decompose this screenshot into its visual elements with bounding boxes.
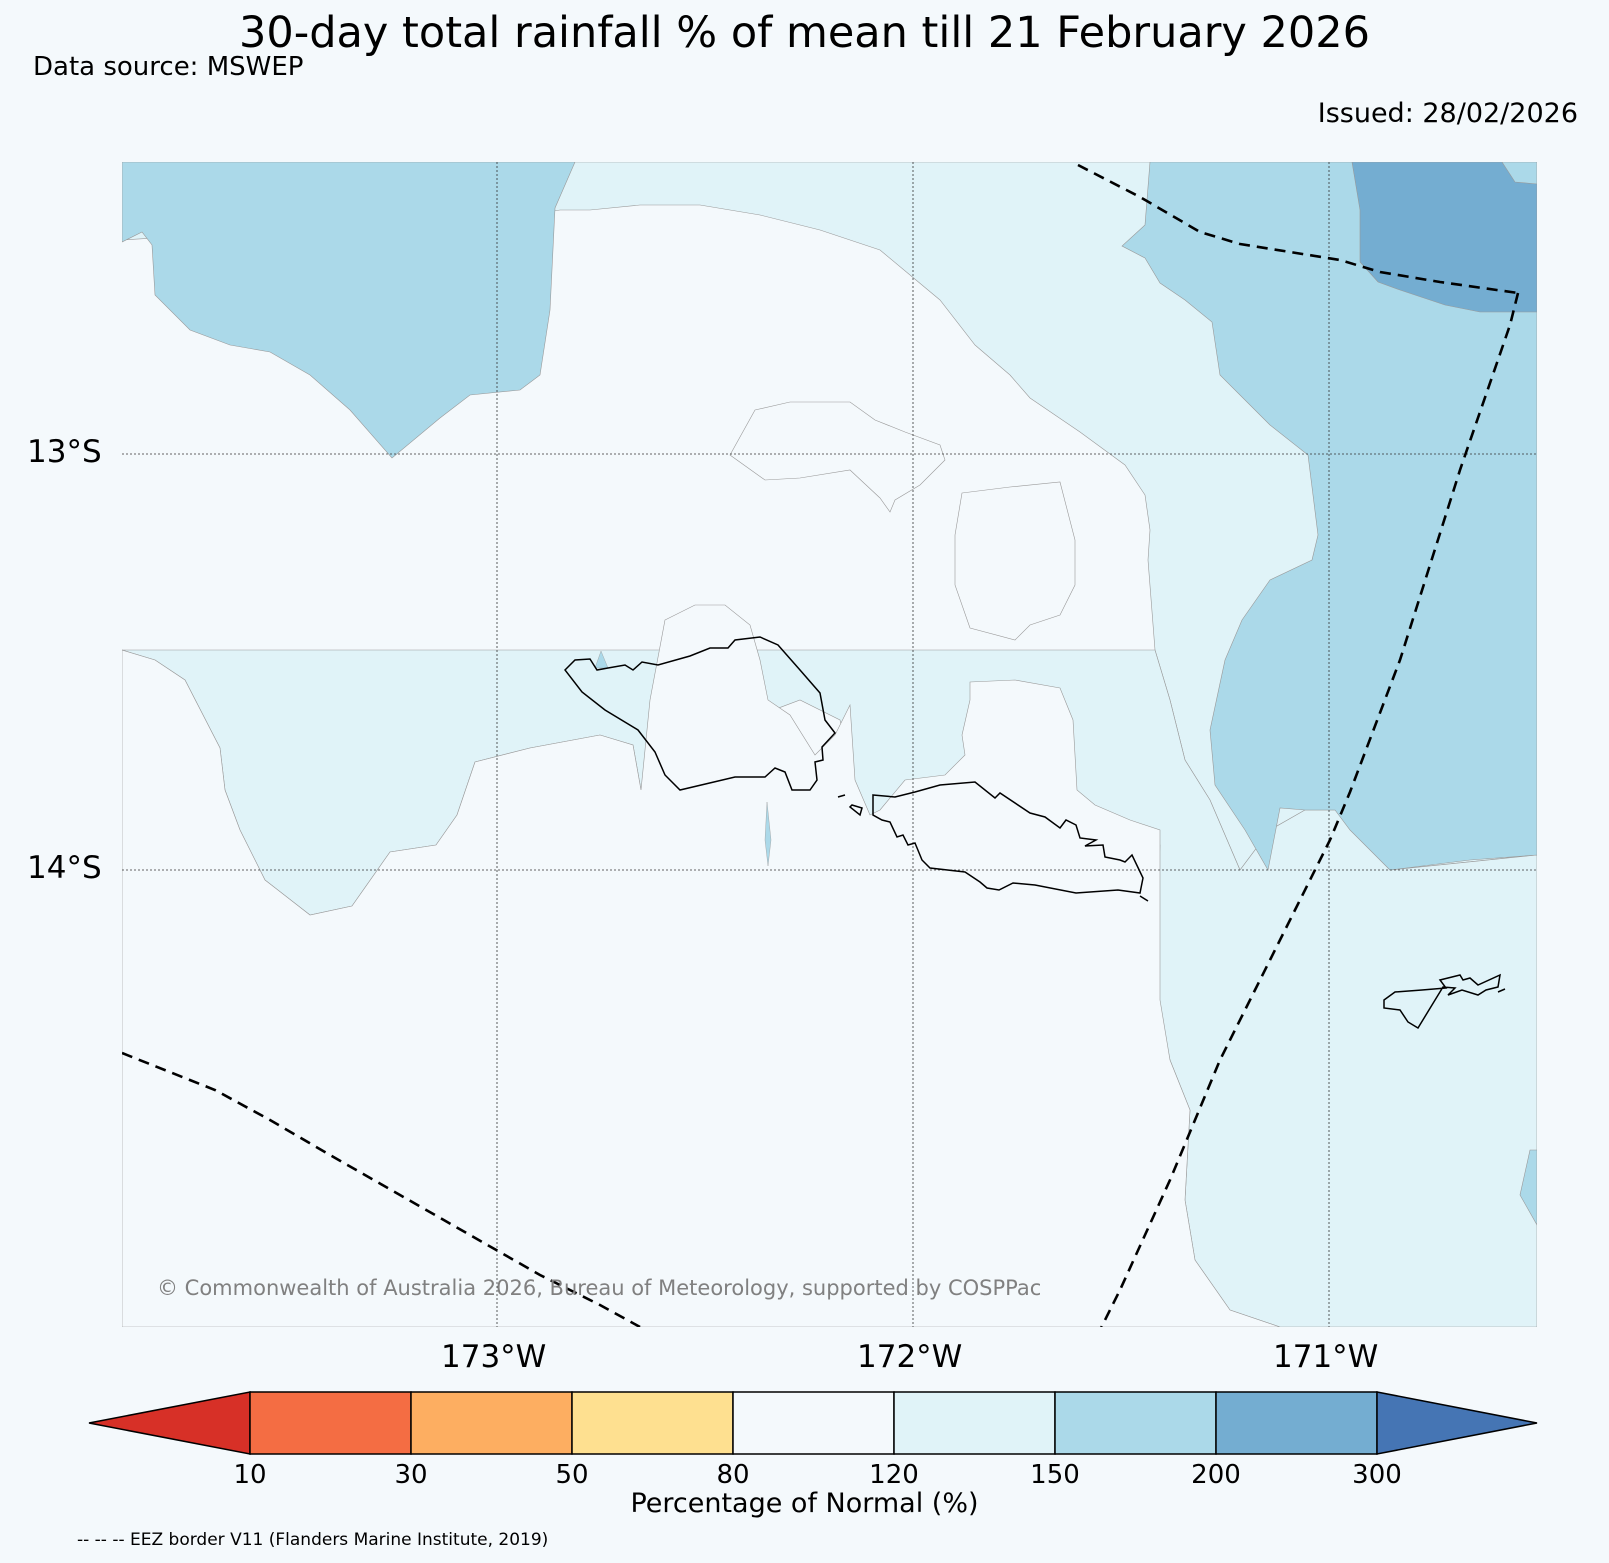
zone-150-200-sliver — [764, 801, 772, 867]
colorbar-tick-50: 50 — [555, 1460, 589, 1490]
colorbar-label: Percentage of Normal (%) — [630, 1488, 979, 1519]
eez-border-north — [1077, 163, 1519, 295]
lat-label-13s: 13°S — [27, 434, 102, 470]
colorbar-bin-lt10 — [88, 1391, 251, 1455]
zone-150-200-southeast — [1519, 1149, 1537, 1226]
island-upolu-tip — [1139, 895, 1149, 902]
colorbar-bin-80-120 — [732, 1391, 895, 1455]
colorbar-tick-200: 200 — [1191, 1460, 1241, 1490]
island-savaii — [564, 636, 836, 791]
island-manono — [848, 804, 863, 817]
issued-date: Issued: 28/02/2026 — [1317, 98, 1578, 129]
eez-borders — [122, 163, 1520, 1327]
zone-80-120-pocket-3 — [122, 604, 1281, 1327]
island-upolu — [872, 781, 1144, 894]
lat-label-14s: 14°S — [27, 850, 102, 886]
colorbar-bin-10-30 — [249, 1391, 412, 1455]
colorbar-tick-150: 150 — [1030, 1460, 1080, 1490]
lon-label-173w: 173°W — [441, 1339, 547, 1375]
colorbar-bin-gt300 — [1376, 1391, 1538, 1455]
zone-150-200-spike — [594, 650, 609, 669]
colorbar-bin-150-200 — [1054, 1391, 1217, 1455]
colorbar-tick-10: 10 — [233, 1460, 267, 1490]
lon-label-171w: 171°W — [1273, 1339, 1379, 1375]
colorbar-bin-30-50 — [410, 1391, 573, 1455]
colorbar — [88, 1391, 1538, 1455]
island-tutuila-tip — [1497, 988, 1506, 993]
data-source: Data source: MSWEP — [33, 52, 304, 82]
colorbar-bin-50-80 — [571, 1391, 734, 1455]
eez-border-southwest — [122, 1051, 641, 1327]
zone-80-120-pocket-1 — [729, 401, 946, 513]
copyright-notice: © Commonwealth of Australia 2026, Bureau… — [157, 1276, 1042, 1300]
zone-150-200-northwest — [122, 162, 576, 459]
eez-border-east — [1100, 292, 1520, 1327]
coastlines — [564, 636, 1506, 1030]
colorbar-tick-80: 80 — [716, 1460, 750, 1490]
colorbar-tick-30: 30 — [394, 1460, 428, 1490]
rainfall-map — [122, 162, 1537, 1327]
lon-label-172w: 172°W — [857, 1339, 963, 1375]
colorbar-bin-120-150 — [893, 1391, 1056, 1455]
colorbar-tick-300: 300 — [1352, 1460, 1402, 1490]
island-tutuila — [1383, 973, 1501, 1030]
island-apolima — [837, 794, 846, 798]
colorbar-tick-120: 120 — [869, 1460, 919, 1490]
eez-footnote: -- -- -- EEZ border V11 (Flanders Marine… — [77, 1530, 549, 1550]
zone-150-200-east — [1121, 162, 1537, 871]
colorbar-bin-200-300 — [1215, 1391, 1378, 1455]
map-title: 30-day total rainfall % of mean till 21 … — [239, 8, 1370, 58]
zone-80-120-pocket-2 — [954, 481, 1076, 641]
